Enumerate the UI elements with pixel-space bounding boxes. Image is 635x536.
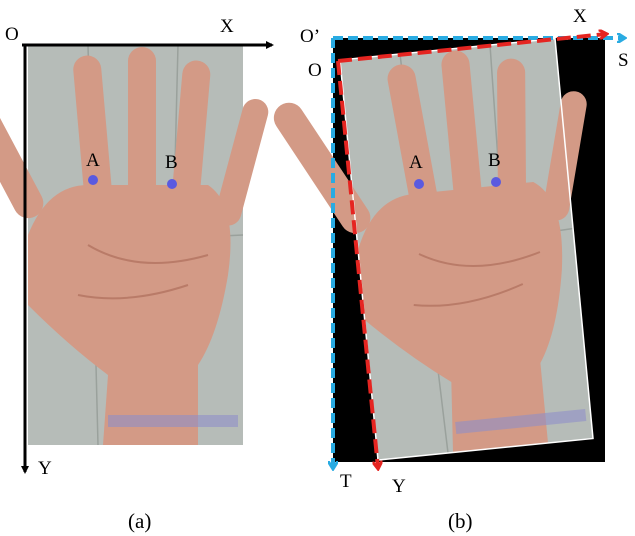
x-label: X [573,6,587,27]
point-a [88,175,98,185]
point-a [414,179,424,189]
caption: (b) [448,509,473,533]
origin-label: O [308,60,322,81]
figure: O X Y A B (a) O’ O X S T Y A B (b) [0,0,635,536]
point-b [491,177,501,187]
hand-photo [0,45,271,445]
origin-prime-label: O’ [300,26,320,47]
origin-label: O [5,24,19,45]
point-b [167,179,177,189]
y-label: Y [38,458,52,479]
x-label: X [220,16,234,37]
panel-b: O’ O X S T Y A B (b) [264,6,629,533]
y-label: Y [392,476,406,497]
point-a-label: A [409,152,423,173]
panel-a: O X Y A B (a) [0,16,272,533]
point-a-label: A [86,150,100,171]
point-b-label: B [488,150,501,171]
caption: (a) [128,509,151,533]
t-label: T [340,471,352,492]
point-b-label: B [165,152,178,173]
rotated-photo [264,36,622,468]
s-label: S [618,50,629,71]
